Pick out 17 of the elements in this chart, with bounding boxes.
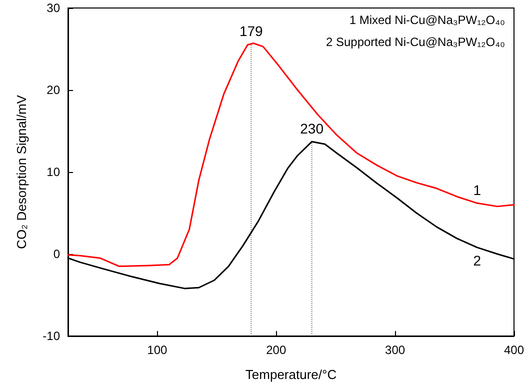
ref-line-label: 230 [300, 120, 324, 137]
annotation: 1 Mixed Ni-Cu@Na₃PW₁₂O₄₀ [349, 13, 506, 27]
y-axis-title: CO₂ Desorption Signal/mV [14, 94, 29, 249]
y-tick-label: 0 [53, 247, 60, 261]
annotation: 2 Supported Ni-Cu@Na₃PW₁₂O₄₀ [326, 35, 506, 49]
y-tick-label: 20 [46, 83, 60, 97]
y-tick-label: 30 [46, 1, 60, 15]
series-label: 1 [473, 182, 482, 198]
x-axis-title: Temperature/°C [245, 367, 337, 382]
series-label: 2 [473, 252, 482, 268]
x-tick-label: 100 [147, 343, 168, 357]
y-tick-label: 10 [46, 165, 60, 179]
y-tick-label: -10 [42, 329, 60, 343]
x-tick-label: 400 [504, 343, 524, 357]
ref-line-label: 179 [239, 22, 264, 39]
x-tick-label: 200 [266, 343, 286, 357]
x-tick-label: 300 [385, 343, 406, 357]
